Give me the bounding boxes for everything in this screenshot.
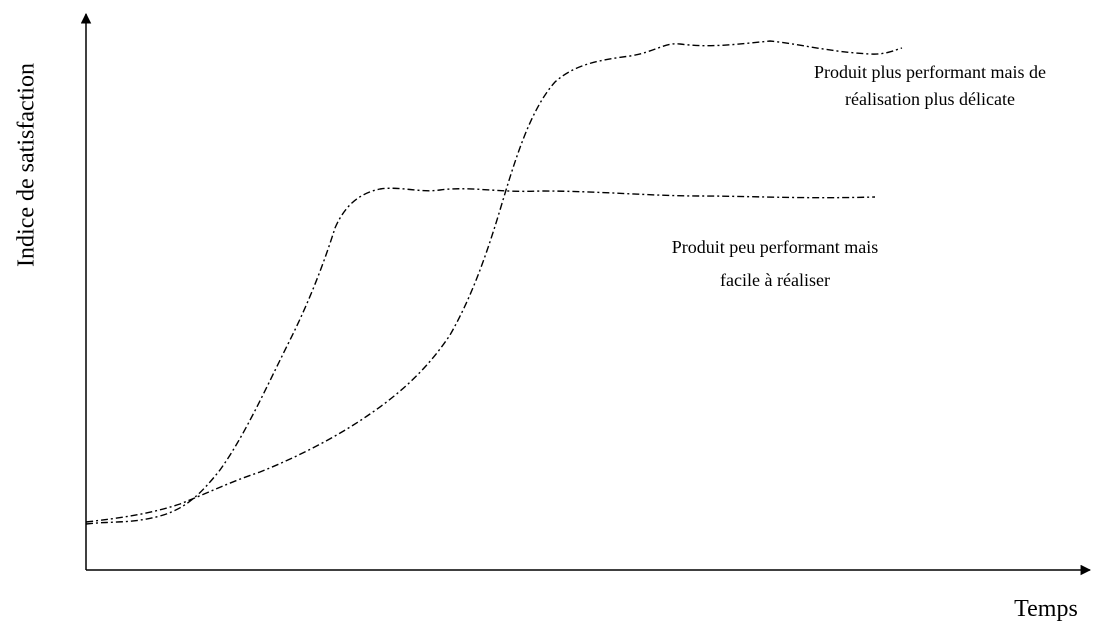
curve-easy	[85, 187, 876, 525]
annotation-line: Produit peu performant mais	[672, 237, 878, 257]
annotation-line: facile à réaliser	[720, 270, 830, 290]
curve-performant	[85, 40, 903, 523]
annotation-line: réalisation plus délicate	[845, 89, 1015, 109]
y-axis-label: Indice de satisfaction	[14, 63, 40, 267]
annotation-line: Produit plus performant mais de	[814, 62, 1046, 82]
x-axis-label: Temps	[1014, 596, 1078, 622]
